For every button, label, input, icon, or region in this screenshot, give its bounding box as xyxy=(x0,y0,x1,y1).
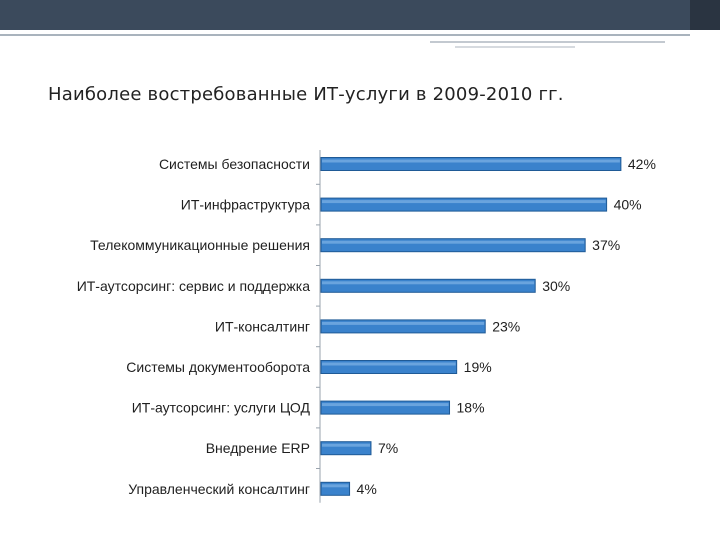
data-label: 40% xyxy=(614,197,642,213)
header-band-corner xyxy=(690,0,720,30)
header-band xyxy=(0,0,720,30)
data-label: 4% xyxy=(357,481,377,497)
data-label: 30% xyxy=(542,278,570,294)
category-label: Телекоммуникационные решения xyxy=(90,237,310,253)
data-label: 7% xyxy=(378,440,398,456)
header-rule xyxy=(0,34,690,36)
data-label: 18% xyxy=(457,400,485,416)
bar xyxy=(320,360,458,374)
bar-highlight xyxy=(322,200,606,204)
bar-highlight xyxy=(322,281,535,285)
data-label: 37% xyxy=(592,237,620,253)
bar xyxy=(320,197,608,212)
slide-title: Наиболее востребованные ИТ-услуги в 2009… xyxy=(48,84,564,105)
bar-highlight xyxy=(322,240,585,244)
data-label: 23% xyxy=(492,318,520,334)
category-label: ИТ-инфраструктура xyxy=(181,197,310,213)
bar-highlight xyxy=(322,403,449,407)
bar xyxy=(320,441,372,456)
bar-highlight xyxy=(322,321,485,325)
category-label: Управленческий консалтинг xyxy=(128,481,310,497)
category-label: Внедрение ERP xyxy=(206,440,310,456)
bar-highlight xyxy=(322,484,349,488)
bar xyxy=(320,238,586,253)
bar xyxy=(320,400,451,415)
bar xyxy=(320,319,486,334)
category-label: ИТ-аутсорсинг: сервис и поддержка xyxy=(77,278,311,294)
bar xyxy=(320,157,622,171)
category-label: Системы безопасности xyxy=(159,156,310,172)
data-label: 42% xyxy=(628,156,656,172)
category-label: Системы документооборота xyxy=(126,359,310,375)
category-label: ИТ-аутсорсинг: услуги ЦОД xyxy=(132,400,311,416)
bar-highlight xyxy=(322,159,620,163)
data-label: 19% xyxy=(464,359,492,375)
header-rule-short xyxy=(430,41,665,43)
header-rule-shorter xyxy=(455,46,575,48)
category-label: ИТ-консалтинг xyxy=(215,318,310,334)
bar xyxy=(320,278,536,293)
bar-highlight xyxy=(322,443,370,447)
bar xyxy=(320,481,351,496)
bar-highlight xyxy=(322,362,456,366)
